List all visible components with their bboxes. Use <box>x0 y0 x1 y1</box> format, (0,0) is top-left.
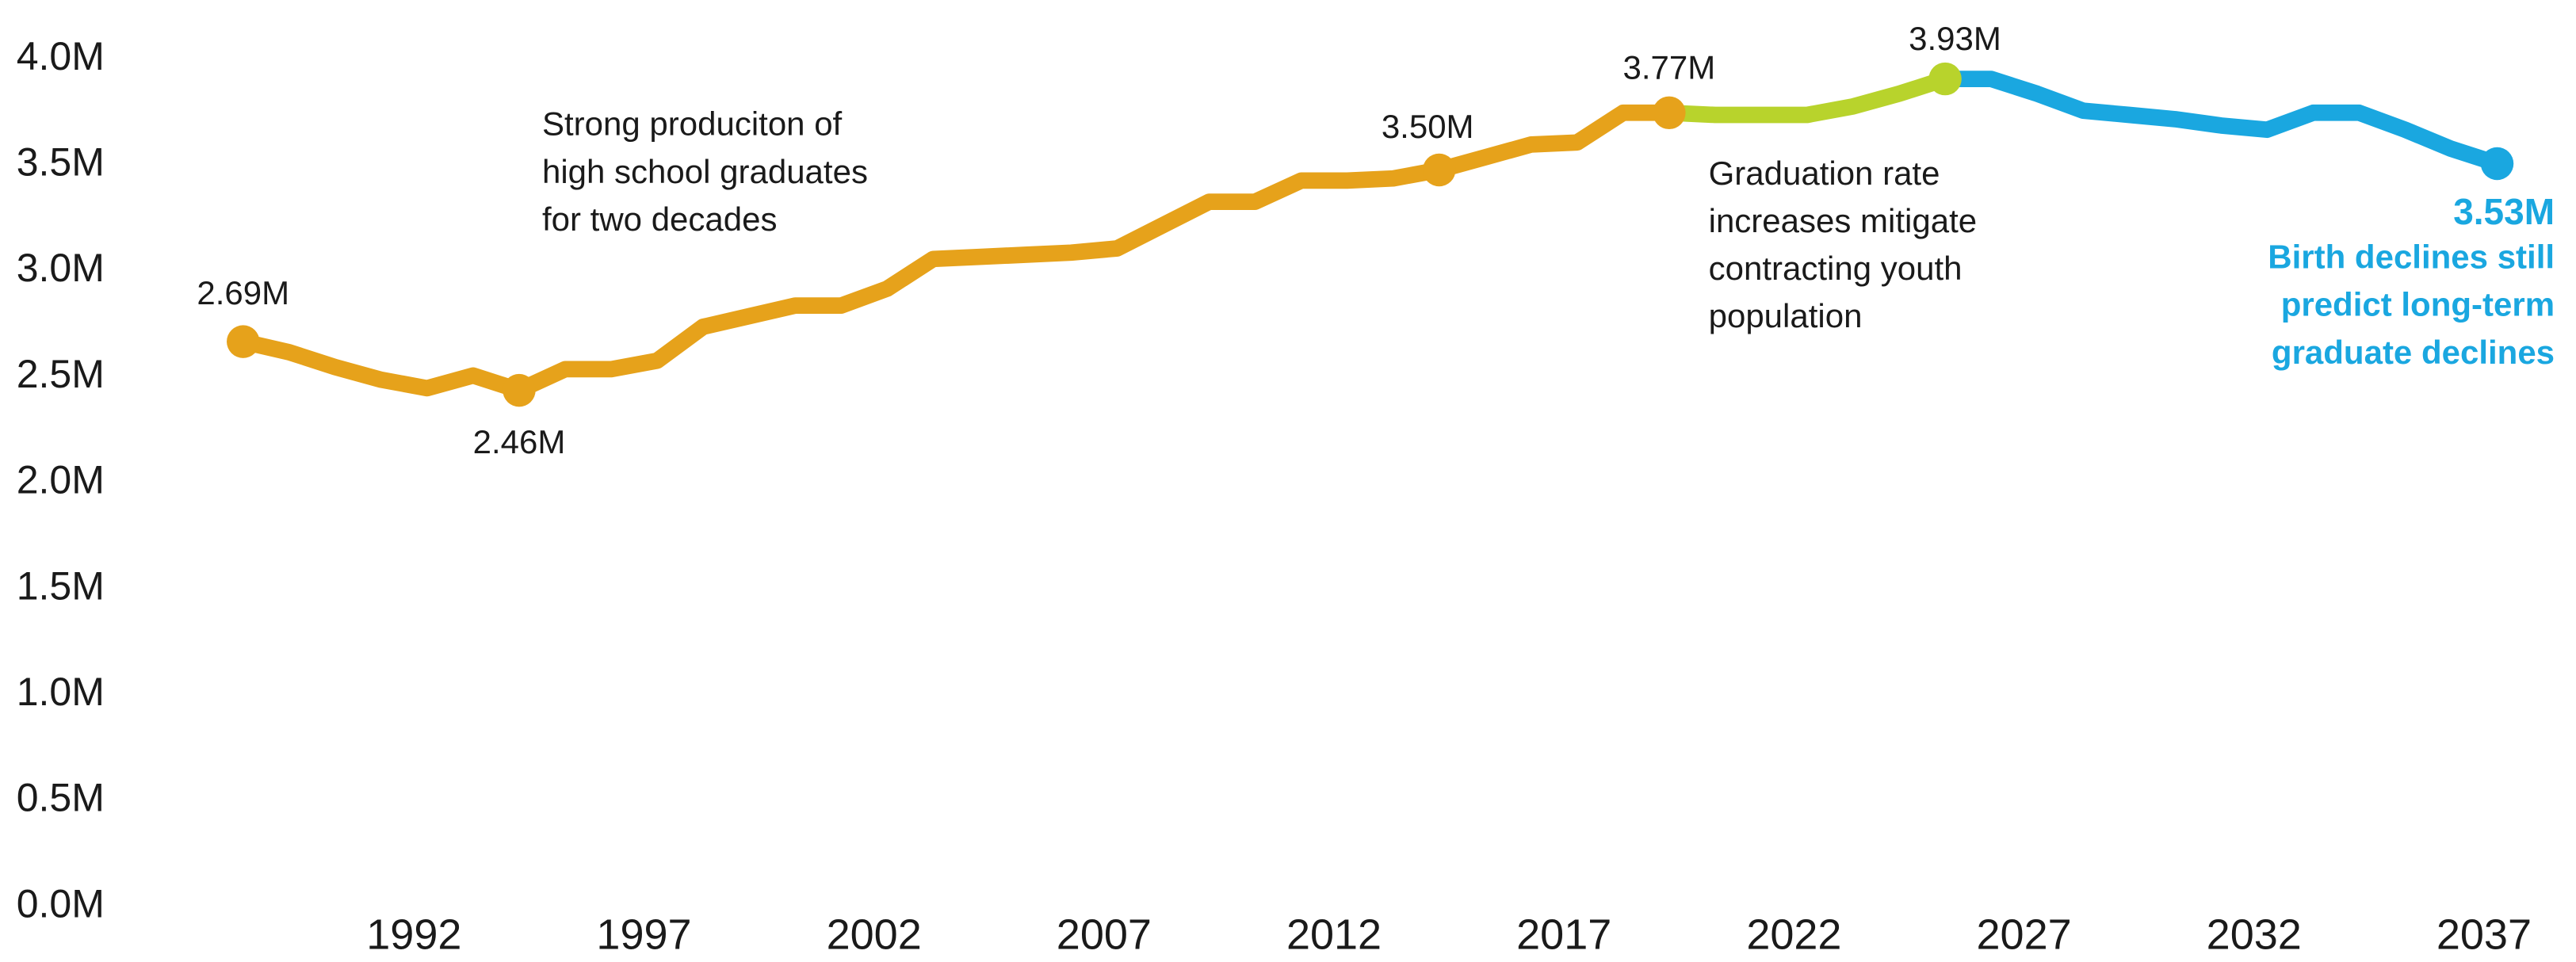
y-tick-label: 0.5M <box>17 776 105 820</box>
point-marker <box>2480 147 2514 181</box>
x-tick-label: 2007 <box>1057 910 1152 958</box>
annotation: graduate declines <box>2272 334 2555 371</box>
x-tick-label: 2022 <box>1746 910 1841 958</box>
x-tick-label: 2012 <box>1286 910 1382 958</box>
point-label: 2.46M <box>473 423 566 460</box>
point-marker <box>1422 153 1456 187</box>
y-tick-label: 2.5M <box>17 352 105 396</box>
annotation: Strong produciton of <box>542 105 843 143</box>
point-label: 3.77M <box>1623 49 1716 86</box>
point-marker <box>503 373 536 407</box>
x-tick-label: 2017 <box>1516 910 1611 958</box>
point-label: 3.53M <box>2453 191 2555 232</box>
y-tick-label: 3.0M <box>17 246 105 290</box>
annotation: Graduation rate <box>1709 155 1940 192</box>
y-tick-label: 3.5M <box>17 140 105 185</box>
point-marker <box>1653 96 1686 130</box>
y-tick-label: 4.0M <box>17 34 105 78</box>
point-marker <box>1928 62 1962 96</box>
annotation: contracting youth <box>1709 250 1963 287</box>
annotation: for two decades <box>542 200 778 238</box>
annotation: high school graduates <box>542 153 868 190</box>
series-line <box>1936 71 2505 172</box>
x-tick-label: 2027 <box>1977 910 2072 958</box>
point-label: 3.50M <box>1382 108 1474 145</box>
y-tick-label: 1.5M <box>17 563 105 608</box>
point-marker <box>227 325 260 358</box>
x-tick-label: 2032 <box>2207 910 2302 958</box>
annotation: predict long-term <box>2281 286 2555 323</box>
y-tick-label: 1.0M <box>17 670 105 714</box>
x-tick-label: 1992 <box>366 910 461 958</box>
point-label: 3.93M <box>1909 20 2001 57</box>
annotation: increases mitigate <box>1709 202 1977 239</box>
point-label: 2.69M <box>197 274 289 311</box>
annotation: population <box>1709 297 1863 334</box>
series-line <box>235 104 1678 399</box>
series-line <box>1661 71 1954 124</box>
y-tick-label: 0.0M <box>17 881 105 926</box>
x-tick-label: 2037 <box>2436 910 2532 958</box>
annotation: Birth declines still <box>2268 239 2555 276</box>
x-tick-label: 1997 <box>596 910 691 958</box>
x-tick-label: 2002 <box>827 910 922 958</box>
y-tick-label: 2.0M <box>17 458 105 502</box>
